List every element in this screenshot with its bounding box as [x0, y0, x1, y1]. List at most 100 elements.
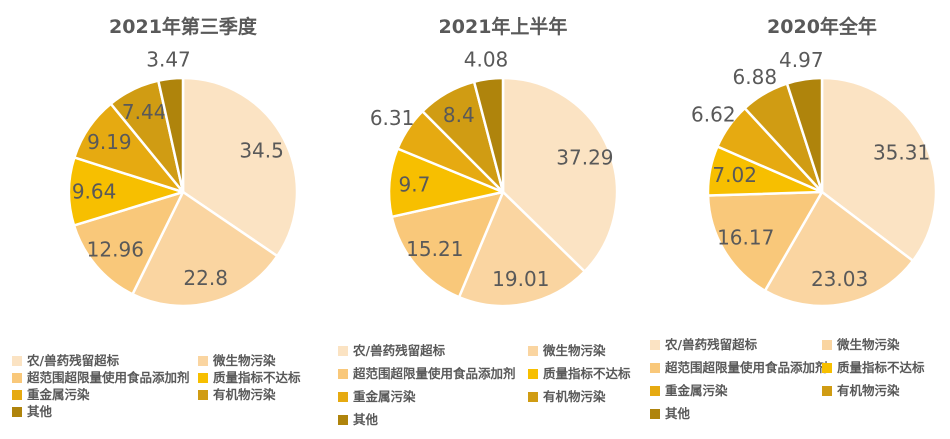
legend-marker-icon: [198, 390, 208, 400]
legend-label: 超范围超限量使用食品添加剂: [665, 360, 828, 375]
legend-item-1: 农/兽药残留超标: [12, 354, 198, 368]
legend-label: 有机物污染: [837, 383, 900, 398]
legend-item-7: 其他: [12, 405, 198, 419]
legend-item-6: 有机物污染: [528, 390, 631, 404]
pie-chart-2021-h1: 2021年上半年 37.29 19.01 15.21 9.7 6.31 8.4 4.08 农/…: [320, 0, 640, 439]
slice-value-label: 3.47: [146, 47, 191, 71]
legend-item-1: 农/兽药残留超标: [650, 338, 822, 352]
pie-slice-2: [457, 190, 586, 308]
pie-slice-7: [785, 76, 824, 194]
legend: 农/兽药残留超标 微生物污染 超范围超限量使用食品添加剂 质量指标不达标重金属污染 有机…: [650, 338, 925, 421]
slice-value-label: 23.03: [811, 267, 868, 291]
legend-marker-icon: [650, 386, 660, 396]
pie-svg: 34.5 22.8 12.96 9.64 9.19 7.44 3.47: [67, 47, 299, 308]
legend-item-6: 有机物污染: [198, 388, 301, 402]
legend-label: 其他: [665, 406, 691, 421]
pie-slice-2: [763, 190, 915, 308]
legend: 农/兽药残留超标 微生物污染超范围超限量使用食品添加剂 质量指标不达标重金属污染 有机…: [12, 354, 301, 419]
slice-value-label: 4.97: [779, 48, 824, 72]
slice-value-label: 6.88: [733, 65, 778, 89]
slice-value-label: 34.5: [239, 138, 284, 162]
legend-item-2: 微生物污染: [528, 344, 631, 358]
legend-label: 超范围超限量使用食品添加剂: [353, 366, 516, 381]
legend-label: 微生物污染: [213, 353, 276, 368]
chart-title-2020-full-year: 2020年全年: [767, 16, 877, 38]
legend-marker-icon: [822, 386, 832, 396]
legend-marker-icon: [822, 340, 832, 350]
legend-marker-icon: [198, 356, 208, 366]
legend-marker-icon: [650, 409, 660, 419]
legend-item-5: 重金属污染: [12, 388, 198, 402]
legend-marker-icon: [528, 346, 538, 356]
pie-slice-1: [820, 76, 938, 263]
slice-value-label: 19.01: [492, 267, 549, 291]
legend-item-4: 质量指标不达标: [198, 371, 301, 385]
slice-value-label: 7.44: [122, 100, 167, 124]
legend-marker-icon: [338, 415, 348, 425]
pie-svg: 35.31 23.03 16.17 7.02 6.62 6.884.97: [691, 48, 938, 308]
legend-item-2: 微生物污染: [198, 354, 301, 368]
slice-value-label: 6.31: [370, 106, 415, 130]
slice-value-label: 37.29: [556, 145, 613, 169]
legend-marker-icon: [338, 346, 348, 356]
legend-label: 超范围超限量使用食品添加剂: [27, 370, 190, 385]
legend-label: 重金属污染: [353, 389, 416, 404]
slice-value-label: 9.19: [87, 130, 132, 154]
pie-slice-1: [501, 76, 619, 273]
legend-item-7: 其他: [338, 413, 528, 427]
legend-label: 质量指标不达标: [837, 360, 925, 375]
pie-chart-2021-q3: 2021年第三季度 34.5 22.8 12.96 9.64 9.19 7.44 3.47 农…: [0, 0, 320, 439]
legend-marker-icon: [528, 392, 538, 402]
chart-title-2021-h1: 2021年上半年: [438, 16, 568, 38]
slice-value-label: 12.96: [87, 238, 144, 262]
legend-marker-icon: [12, 373, 22, 383]
slice-value-label: 8.4: [443, 103, 475, 127]
legend-item-3: 超范围超限量使用食品添加剂: [338, 367, 528, 381]
legend-marker-icon: [650, 340, 660, 350]
legend-marker-icon: [528, 369, 538, 379]
legend-marker-icon: [12, 390, 22, 400]
legend-marker-icon: [822, 363, 832, 373]
slice-value-label: 6.62: [691, 103, 736, 127]
legend-label: 农/兽药残留超标: [353, 343, 446, 358]
legend-marker-icon: [650, 363, 660, 373]
legend-marker-icon: [338, 369, 348, 379]
pie-slice-7: [157, 76, 185, 194]
legend-marker-icon: [12, 356, 22, 366]
pie-slice-7: [472, 76, 505, 194]
slice-value-label: 4.08: [464, 48, 509, 72]
legend-item-2: 微生物污染: [822, 338, 925, 352]
legend-item-1: 农/兽药残留超标: [338, 344, 528, 358]
legend-item-7: 其他: [650, 407, 822, 421]
pie-slice-3: [706, 190, 824, 292]
pie-slice-3: [390, 190, 505, 299]
legend-label: 微生物污染: [543, 343, 606, 358]
pie-slice-2: [131, 190, 279, 308]
legend-label: 农/兽药残留超标: [27, 353, 120, 368]
legend-label: 微生物污染: [837, 337, 900, 352]
legend-item-3: 超范围超限量使用食品添加剂: [12, 371, 198, 385]
legend-item-6: 有机物污染: [822, 384, 925, 398]
chart-title-2021-q3: 2021年第三季度: [109, 16, 257, 38]
legend-item-5: 重金属污染: [650, 384, 822, 398]
legend-label: 重金属污染: [27, 387, 90, 402]
legend: 农/兽药残留超标 微生物污染超范围超限量使用食品添加剂 质量指标不达标重金属污染 有机…: [338, 344, 631, 427]
legend-item-4: 质量指标不达标: [528, 367, 631, 381]
slice-value-label: 22.8: [183, 266, 228, 290]
legend-label: 重金属污染: [665, 383, 728, 398]
slice-value-label: 16.17: [717, 226, 774, 250]
legend-marker-icon: [338, 392, 348, 402]
slice-value-label: 9.64: [72, 180, 117, 204]
legend-item-5: 重金属污染: [338, 390, 528, 404]
legend-label: 其他: [27, 404, 53, 419]
slice-value-label: 15.21: [406, 237, 463, 261]
legend-label: 有机物污染: [213, 387, 276, 402]
pie-chart-2020-full-year: 2020年全年 35.31 23.03 16.17 7.02 6.62 6.88 4.97 农…: [640, 0, 950, 439]
legend-marker-icon: [12, 407, 22, 417]
legend-item-3: 超范围超限量使用食品添加剂: [650, 361, 828, 375]
legend-item-4: 质量指标不达标: [822, 361, 925, 375]
legend-label: 其他: [353, 412, 379, 427]
slice-value-label: 7.02: [712, 163, 757, 187]
slice-value-label: 35.31: [873, 140, 930, 164]
